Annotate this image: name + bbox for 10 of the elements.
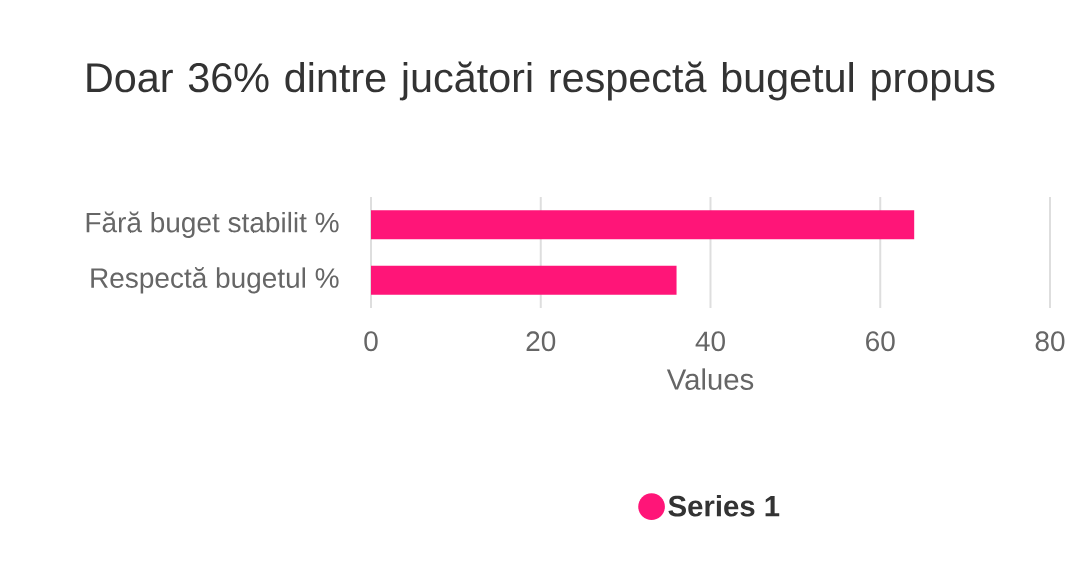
- y-tick-label: Fără buget stabilit %: [86, 211, 339, 238]
- x-tick-label: 40: [695, 331, 725, 352]
- x-tick-label: 80: [1035, 331, 1065, 352]
- x-tick-label: 0: [364, 331, 378, 352]
- legend-label: Series 1: [668, 495, 780, 517]
- y-tick-label: Respectă bugetul %: [91, 267, 339, 294]
- x-axis-title: Values: [666, 368, 754, 390]
- x-tick-label: 20: [526, 331, 556, 352]
- chart-title: Doar 36% dintre jucători respectă bugetul propus: [87, 61, 995, 101]
- x-tick-label: 60: [866, 331, 895, 352]
